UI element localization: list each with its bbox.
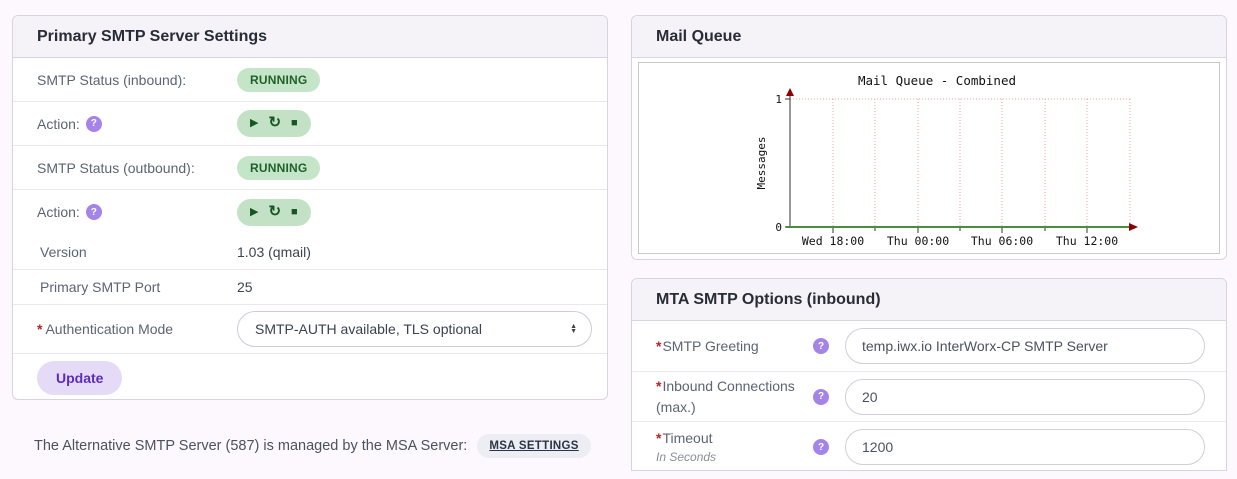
required-marker: * [656, 429, 662, 446]
smtp-port-label: Primary SMTP Port [40, 279, 161, 295]
required-marker: * [37, 321, 43, 337]
status-badge-outbound: RUNNING [237, 155, 321, 180]
row-smtp-status-outbound: SMTP Status (outbound): RUNNING [13, 146, 607, 190]
help-icon[interactable]: ? [813, 338, 829, 354]
smtp-greeting-label: *SMTP Greeting [656, 337, 759, 354]
action-buttons-inbound: ▶ ↻ ■ [237, 110, 311, 137]
x-tick-label: Wed 18:00 [802, 234, 864, 248]
smtp-port-value: 25 [237, 279, 253, 295]
row-smtp-port: Primary SMTP Port 25 [13, 270, 607, 305]
help-icon[interactable]: ? [85, 204, 102, 220]
required-marker: * [656, 337, 662, 354]
chart-title: Mail Queue - Combined [858, 73, 1016, 88]
mail-queue-chart: Mail Queue - Combined 1 0 [755, 73, 1138, 248]
row-smtp-greeting: *SMTP Greeting ? [632, 321, 1226, 372]
x-tick-label: Thu 06:00 [971, 234, 1033, 248]
panel-title-mail-queue: Mail Queue [632, 16, 1226, 58]
restart-icon[interactable]: ↻ [268, 114, 282, 131]
row-auth-mode: * Authentication Mode SMTP-AUTH availabl… [13, 305, 607, 354]
auth-mode-label: * Authentication Mode [37, 321, 174, 337]
timeout-label: *Timeout In Seconds [656, 428, 813, 467]
update-button[interactable]: Update [37, 360, 123, 395]
start-icon[interactable]: ▶ [250, 205, 259, 218]
y-axis-arrow-icon [786, 88, 794, 96]
mta-smtp-options-panel: MTA SMTP Options (inbound) *SMTP Greetin… [631, 278, 1227, 471]
version-label: Version [40, 243, 87, 260]
inbound-connections-label: *Inbound Connections (max.) [656, 378, 795, 415]
start-icon[interactable]: ▶ [250, 117, 259, 129]
restart-icon[interactable]: ↻ [268, 202, 282, 220]
panel-title-primary-smtp: Primary SMTP Server Settings [13, 16, 607, 58]
row-inbound-connections: *Inbound Connections (max.) ? [632, 372, 1226, 422]
msa-note-text: The Alternative SMTP Server (587) is man… [34, 438, 468, 454]
auth-mode-selected-option: SMTP-AUTH available, TLS optional [255, 321, 482, 337]
msa-note: The Alternative SMTP Server (587) is man… [34, 434, 591, 458]
mail-queue-panel: Mail Queue Mail Queue - Combined [631, 15, 1227, 260]
x-tick-label: Thu 12:00 [1056, 234, 1118, 248]
x-tick-label: Thu 00:00 [887, 234, 949, 248]
action-inbound-label: Action: ? [37, 115, 237, 132]
primary-smtp-settings-panel: Primary SMTP Server Settings SMTP Status… [12, 15, 608, 400]
smtp-status-outbound-label: SMTP Status (outbound): [37, 159, 195, 176]
auth-mode-select[interactable]: SMTP-AUTH available, TLS optional ▲ ▼ [237, 311, 592, 347]
status-badge-inbound: RUNNING [237, 67, 321, 92]
timeout-input[interactable] [845, 429, 1205, 465]
gridlines-vertical [832, 99, 1131, 227]
x-axis-arrow-icon [1129, 223, 1138, 231]
stop-icon[interactable]: ■ [291, 117, 298, 129]
row-update: Update [13, 354, 607, 401]
help-icon[interactable]: ? [85, 115, 102, 132]
x-ticks [832, 228, 1088, 233]
row-version: Version 1.03 (qmail) [13, 234, 607, 270]
help-icon[interactable]: ? [813, 388, 829, 405]
y-axis-label: Messages [755, 137, 768, 190]
smtp-status-inbound-label: SMTP Status (inbound): [37, 71, 187, 88]
y-tick-label-0: 0 [775, 221, 782, 234]
required-marker: * [656, 378, 662, 395]
version-value: 1.03 (qmail) [237, 243, 311, 260]
mail-queue-chart-frame: Mail Queue - Combined 1 0 [638, 62, 1220, 254]
help-icon[interactable]: ? [813, 439, 829, 455]
action-outbound-label: Action: ? [37, 204, 237, 220]
row-timeout: *Timeout In Seconds ? [632, 422, 1226, 472]
row-action-inbound: Action: ? ▶ ↻ ■ [13, 102, 607, 146]
y-tick-label-1: 1 [775, 93, 782, 106]
panel-title-mta-options: MTA SMTP Options (inbound) [632, 279, 1226, 321]
timeout-sublabel: In Seconds [656, 449, 717, 464]
smtp-greeting-input[interactable] [845, 328, 1205, 364]
row-smtp-status-inbound: SMTP Status (inbound): RUNNING [13, 58, 607, 102]
msa-settings-link[interactable]: MSA SETTINGS [477, 434, 591, 458]
select-arrows-icon: ▲ ▼ [570, 323, 577, 335]
row-action-outbound: Action: ? ▶ ↻ ■ [13, 190, 607, 234]
action-buttons-outbound: ▶ ↻ ■ [237, 198, 311, 226]
inbound-connections-input[interactable] [845, 378, 1205, 415]
stop-icon[interactable]: ■ [291, 205, 298, 218]
